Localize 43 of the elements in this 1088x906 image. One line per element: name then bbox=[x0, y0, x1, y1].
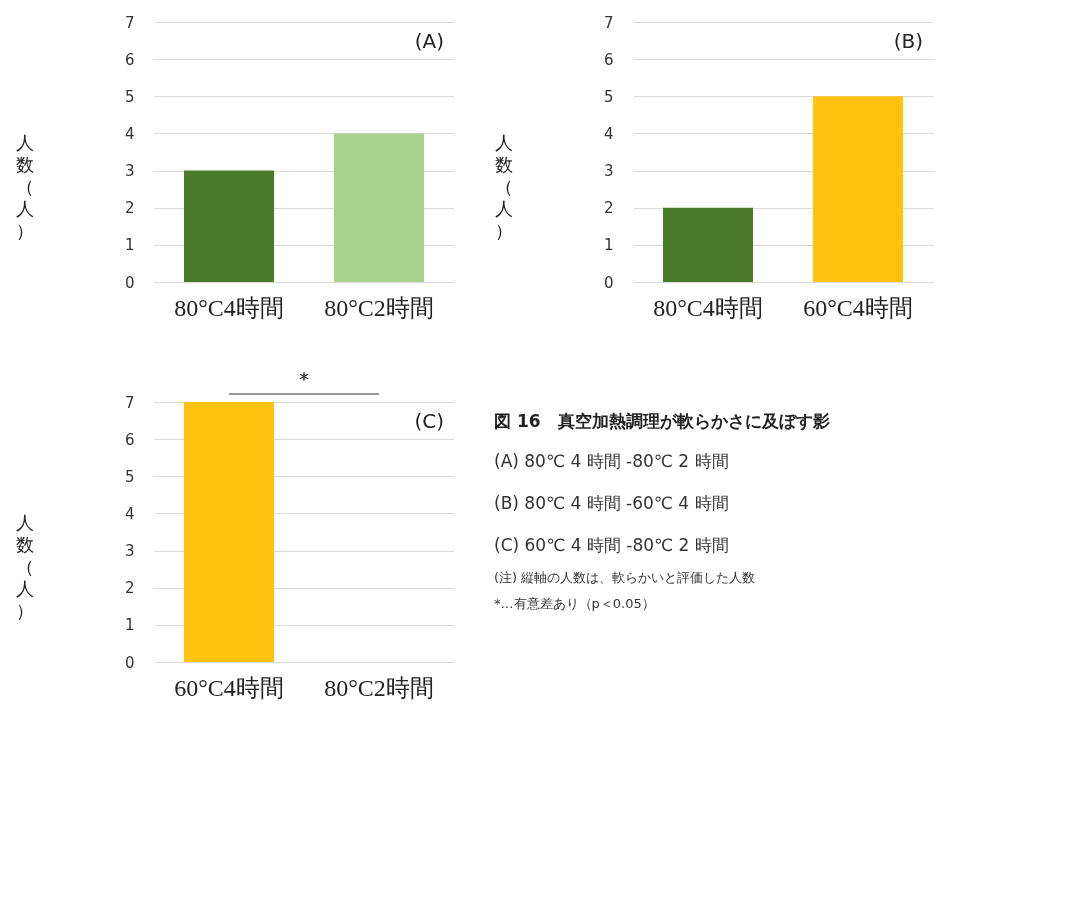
text: * bbox=[299, 367, 309, 391]
y-tick-label: 5 bbox=[603, 87, 614, 106]
x-tick-label: 80°C4時間 bbox=[174, 294, 284, 321]
y-tick-label: 2 bbox=[124, 579, 135, 598]
y-tick-label: 3 bbox=[124, 542, 135, 561]
x-tick-label: 60°C4時間 bbox=[803, 294, 913, 321]
text: (B) 80℃ 4 時間 -60℃ 4 時間 bbox=[494, 493, 729, 513]
y-tick-label: 5 bbox=[124, 87, 135, 106]
y-tick-label: 0 bbox=[124, 273, 135, 292]
y-tick-label: 3 bbox=[124, 162, 135, 181]
y-tick-label: 6 bbox=[603, 50, 614, 69]
y-tick-label: 3 bbox=[603, 162, 614, 181]
x-tick-label: 80°C2時間 bbox=[324, 674, 434, 701]
y-tick-label: 4 bbox=[603, 124, 614, 143]
y-tick-label: 5 bbox=[124, 467, 135, 486]
y-tick-label: 1 bbox=[603, 236, 614, 255]
y-axis-title: 人数（人） bbox=[494, 131, 513, 241]
x-tick-label: 60°C4時間 bbox=[174, 674, 284, 701]
text: (A) 80℃ 4 時間 -80℃ 2 時間 bbox=[494, 451, 729, 471]
text: 図 16 真空加熱調理が軟らかさに及ぼす影 bbox=[494, 411, 830, 431]
y-tick-label: 4 bbox=[124, 124, 135, 143]
y-tick-label: 7 bbox=[124, 13, 135, 32]
y-tick-label: 1 bbox=[124, 236, 135, 255]
y-tick-label: 1 bbox=[124, 616, 135, 635]
y-tick-label: 6 bbox=[124, 50, 135, 69]
y-tick-label: 4 bbox=[124, 504, 135, 523]
text: (注) 縦軸の人数は、軟らかいと評価した人数 bbox=[494, 570, 756, 585]
y-tick-label: 0 bbox=[603, 273, 614, 292]
y-axis-title: 人数（人） bbox=[15, 131, 34, 241]
text: *…有意差あり（p＜0.05） bbox=[494, 596, 655, 611]
y-tick-label: 0 bbox=[124, 653, 135, 672]
y-tick-label: 7 bbox=[124, 393, 135, 412]
y-tick-label: 7 bbox=[603, 13, 614, 32]
text: (C) 60℃ 4 時間 -80℃ 2 時間 bbox=[494, 535, 729, 555]
annotation: (C) bbox=[414, 409, 444, 433]
y-tick-label: 2 bbox=[124, 199, 135, 218]
x-tick-label: 80°C2時間 bbox=[324, 294, 434, 321]
y-tick-label: 2 bbox=[603, 199, 614, 218]
y-axis-title: 人数（人） bbox=[15, 511, 34, 621]
annotation: (A) bbox=[414, 29, 444, 53]
y-tick-label: 6 bbox=[124, 430, 135, 449]
x-tick-label: 80°C4時間 bbox=[653, 294, 763, 321]
annotation: (B) bbox=[893, 29, 923, 53]
